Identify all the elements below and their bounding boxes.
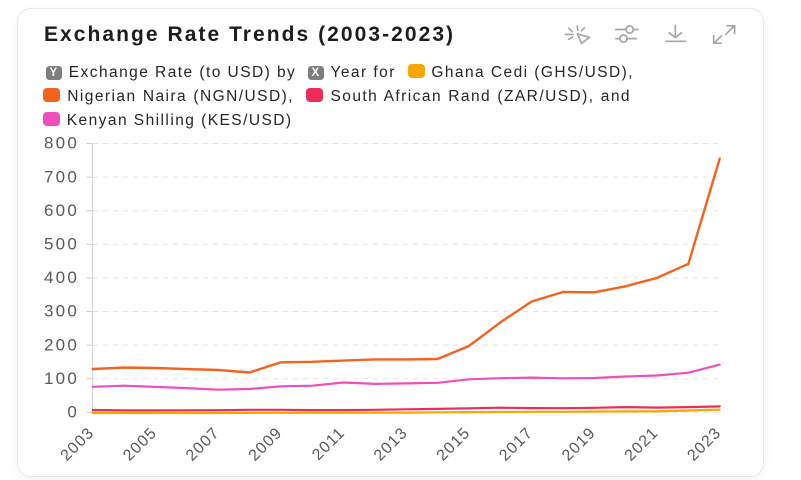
svg-text:2005: 2005	[120, 424, 160, 464]
svg-text:2011: 2011	[309, 424, 348, 463]
svg-text:700: 700	[44, 167, 79, 186]
svg-text:500: 500	[44, 235, 79, 254]
svg-text:2019: 2019	[559, 424, 599, 464]
svg-text:2021: 2021	[622, 424, 662, 464]
svg-text:0: 0	[67, 403, 79, 422]
svg-text:400: 400	[44, 268, 79, 287]
svg-text:2007: 2007	[183, 424, 223, 464]
svg-text:600: 600	[44, 201, 79, 220]
svg-text:300: 300	[44, 302, 79, 321]
svg-text:2015: 2015	[434, 424, 474, 464]
svg-text:200: 200	[44, 335, 79, 354]
svg-text:2023: 2023	[684, 424, 724, 464]
svg-text:2017: 2017	[496, 424, 536, 464]
svg-text:2013: 2013	[371, 424, 411, 464]
svg-text:2003: 2003	[58, 424, 98, 464]
svg-text:2009: 2009	[246, 424, 286, 464]
svg-text:800: 800	[44, 134, 79, 153]
svg-text:100: 100	[44, 369, 79, 388]
